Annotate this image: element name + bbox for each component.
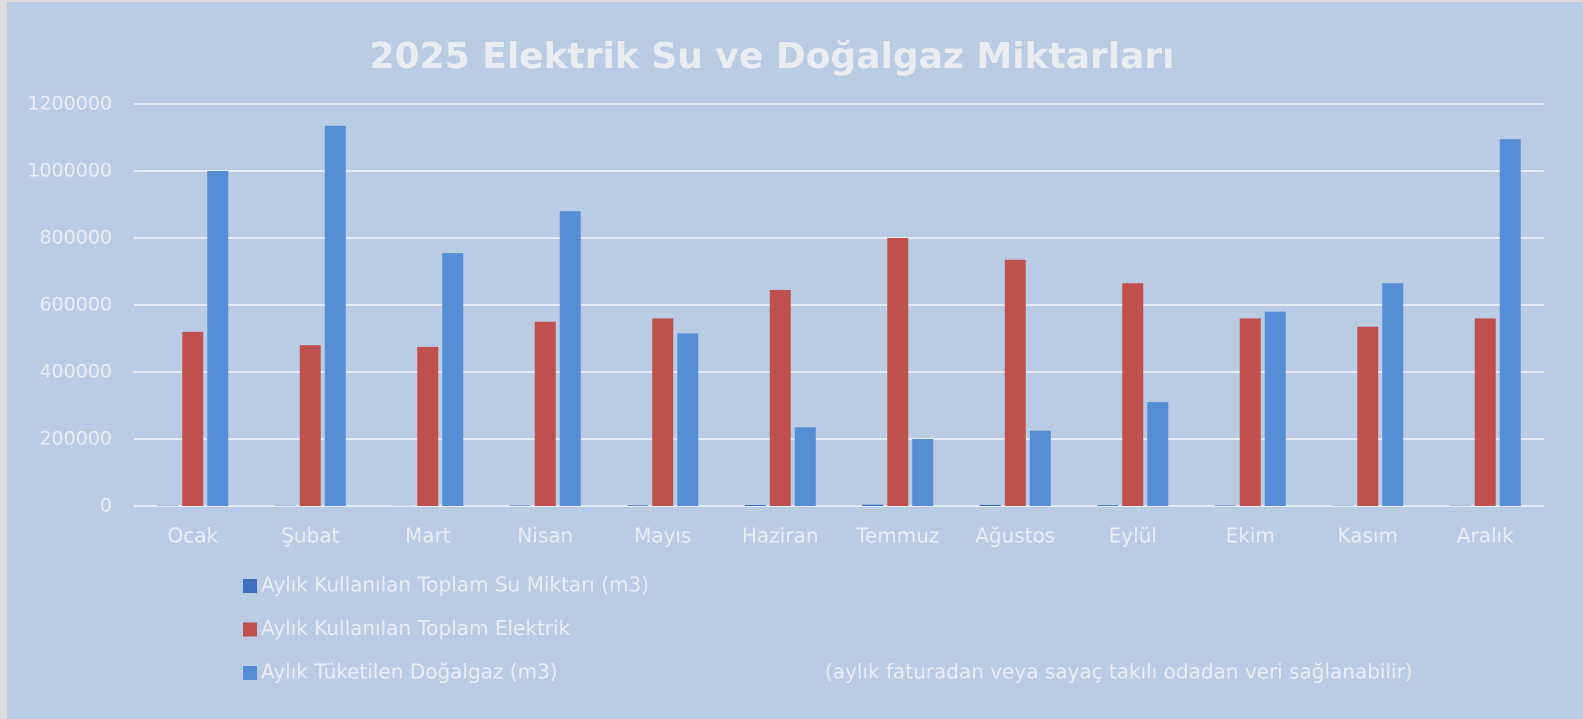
x-tick-label: Eylül <box>1109 524 1157 548</box>
y-tick-label: 600000 <box>39 294 112 316</box>
legend-swatch <box>243 666 257 680</box>
y-tick-label: 1200000 <box>27 93 112 115</box>
bar <box>794 427 816 506</box>
bar <box>1147 402 1169 506</box>
x-tick-label: Aralık <box>1457 524 1514 548</box>
bar <box>1214 505 1236 506</box>
bar <box>1474 318 1496 506</box>
bar <box>1004 259 1026 506</box>
bar <box>677 333 699 506</box>
legend-label: Aylık Kullanılan Toplam Elektrik <box>261 616 571 640</box>
y-tick-label: 400000 <box>39 361 112 383</box>
bar <box>509 505 531 506</box>
bar <box>887 238 909 506</box>
bar <box>1264 311 1286 506</box>
x-tick-label: Şubat <box>281 524 339 548</box>
bar <box>559 211 581 506</box>
y-tick-label: 800000 <box>39 227 112 249</box>
bar <box>417 346 439 506</box>
bar <box>1097 505 1119 506</box>
bar <box>442 253 464 506</box>
x-tick-label: Temmuz <box>855 524 939 548</box>
bar <box>652 318 674 506</box>
bar <box>627 505 649 506</box>
x-tick-label: Ağustos <box>975 524 1055 548</box>
bar <box>912 439 934 506</box>
bar <box>1382 283 1404 506</box>
y-tick-label: 1000000 <box>27 160 112 182</box>
bar <box>979 504 1001 506</box>
bar <box>1122 283 1144 506</box>
bar <box>324 125 346 507</box>
bar <box>769 289 791 506</box>
bar <box>182 331 204 506</box>
x-tick-label: Mayıs <box>634 524 691 548</box>
annotation: (aylık faturadan veya sayaç takılı odada… <box>825 660 1413 684</box>
chart-title: 2025 Elektrik Su ve Doğalgaz Miktarları <box>370 36 1175 77</box>
y-tick-label: 0 <box>100 495 112 517</box>
bar <box>299 345 321 506</box>
bar <box>534 321 556 506</box>
y-tick-label: 200000 <box>39 428 112 450</box>
x-tick-label: Haziran <box>742 524 819 548</box>
bar <box>1499 139 1521 507</box>
legend-swatch <box>243 579 257 593</box>
bar <box>862 504 884 506</box>
bar <box>1357 326 1379 506</box>
legend-label: Aylık Tüketilen Doğalgaz (m3) <box>261 660 558 684</box>
bar <box>1239 318 1261 506</box>
x-tick-label: Ekim <box>1226 524 1275 548</box>
x-tick-label: Ocak <box>167 524 218 548</box>
chart-background <box>7 2 1583 719</box>
x-tick-label: Mart <box>405 524 451 548</box>
x-tick-label: Nisan <box>517 524 573 548</box>
bar <box>207 171 229 506</box>
bar <box>744 504 766 506</box>
x-tick-label: Kasım <box>1338 524 1398 548</box>
legend-swatch <box>243 622 257 637</box>
bar <box>1029 430 1051 506</box>
legend-label: Aylık Kullanılan Toplam Su Miktarı (m3) <box>261 573 649 597</box>
